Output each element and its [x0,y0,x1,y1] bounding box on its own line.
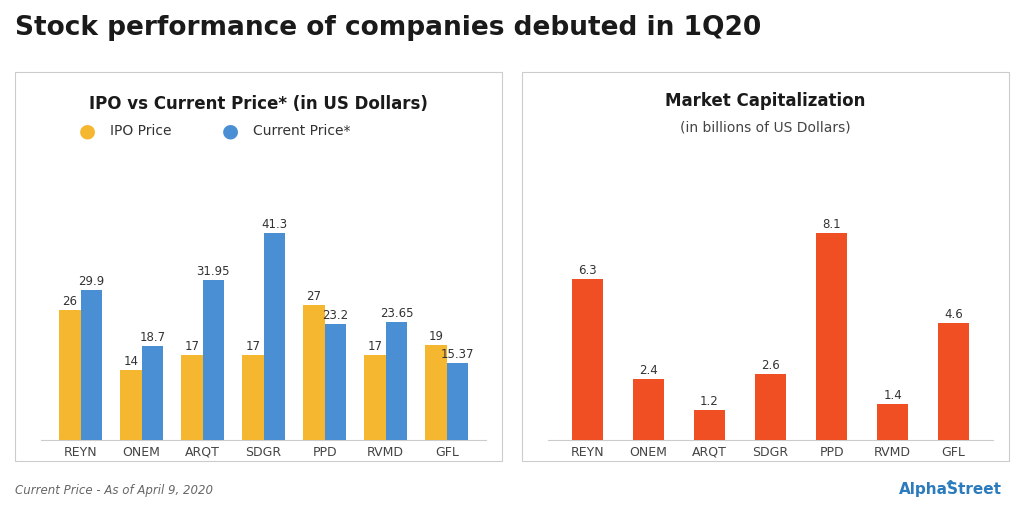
Bar [120,370,141,440]
Bar [938,323,969,440]
Text: 8.1: 8.1 [822,218,841,231]
Text: Stock performance of companies debuted in 1Q20: Stock performance of companies debuted i… [15,15,762,41]
Bar [365,355,386,440]
Text: 23.2: 23.2 [323,309,348,322]
Text: ●: ● [222,121,239,140]
Text: AlphaStreet: AlphaStreet [898,482,1001,497]
Text: 17: 17 [246,340,260,353]
Bar [386,322,408,440]
Text: 2.4: 2.4 [639,364,657,377]
Text: 14: 14 [124,355,138,368]
Text: 26: 26 [62,295,78,308]
Bar [325,324,346,440]
Bar [263,233,285,440]
Text: 1.4: 1.4 [884,390,902,402]
Text: 19: 19 [429,330,443,343]
Text: 6.3: 6.3 [579,264,597,277]
Bar [181,355,203,440]
Bar [303,305,325,440]
Text: 1.2: 1.2 [700,395,719,408]
Text: 17: 17 [184,340,200,353]
Text: 29.9: 29.9 [78,275,104,288]
Text: 23.65: 23.65 [380,307,413,319]
Text: 41.3: 41.3 [261,218,288,231]
Bar [59,310,81,440]
Text: ●: ● [79,121,95,140]
Bar [446,363,468,440]
Bar [816,233,847,440]
Text: Current Price - As of April 9, 2020: Current Price - As of April 9, 2020 [15,484,213,497]
Bar [141,347,163,440]
Bar [425,345,446,440]
Text: 31.95: 31.95 [197,265,230,278]
Bar [756,374,785,440]
Text: IPO Price: IPO Price [110,123,171,138]
Text: Market Capitalization: Market Capitalization [666,92,865,110]
Text: Current Price*: Current Price* [253,123,350,138]
Text: (in billions of US Dollars): (in billions of US Dollars) [680,120,851,134]
Text: ⌃: ⌃ [942,479,957,497]
Bar [243,355,264,440]
Bar [81,290,102,440]
Bar [878,404,908,440]
Text: 27: 27 [306,290,322,303]
Text: 2.6: 2.6 [761,359,780,372]
Text: 4.6: 4.6 [944,308,963,321]
Text: IPO vs Current Price* (in US Dollars): IPO vs Current Price* (in US Dollars) [89,95,428,113]
Bar [694,410,725,440]
Bar [203,280,224,440]
Text: 18.7: 18.7 [139,331,166,345]
Bar [572,279,603,440]
Text: 17: 17 [368,340,383,353]
Text: 15.37: 15.37 [440,348,474,361]
Bar [633,379,664,440]
